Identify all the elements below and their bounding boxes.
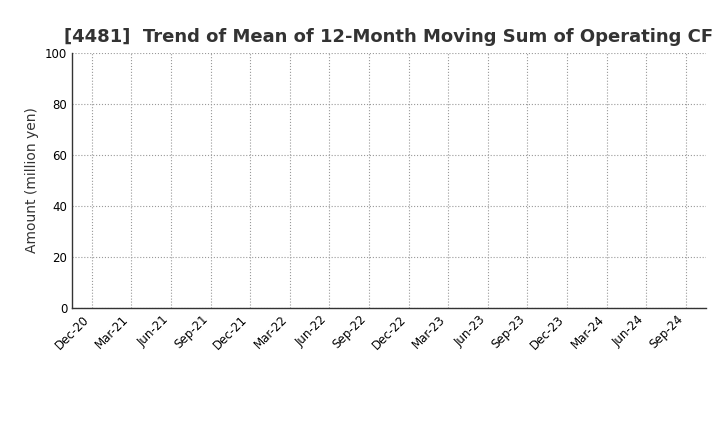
Title: [4481]  Trend of Mean of 12-Month Moving Sum of Operating CF: [4481] Trend of Mean of 12-Month Moving …: [64, 28, 714, 46]
Legend: 3 Years, 5 Years, 7 Years, 10 Years: 3 Years, 5 Years, 7 Years, 10 Years: [149, 436, 629, 440]
Y-axis label: Amount (million yen): Amount (million yen): [25, 107, 40, 253]
